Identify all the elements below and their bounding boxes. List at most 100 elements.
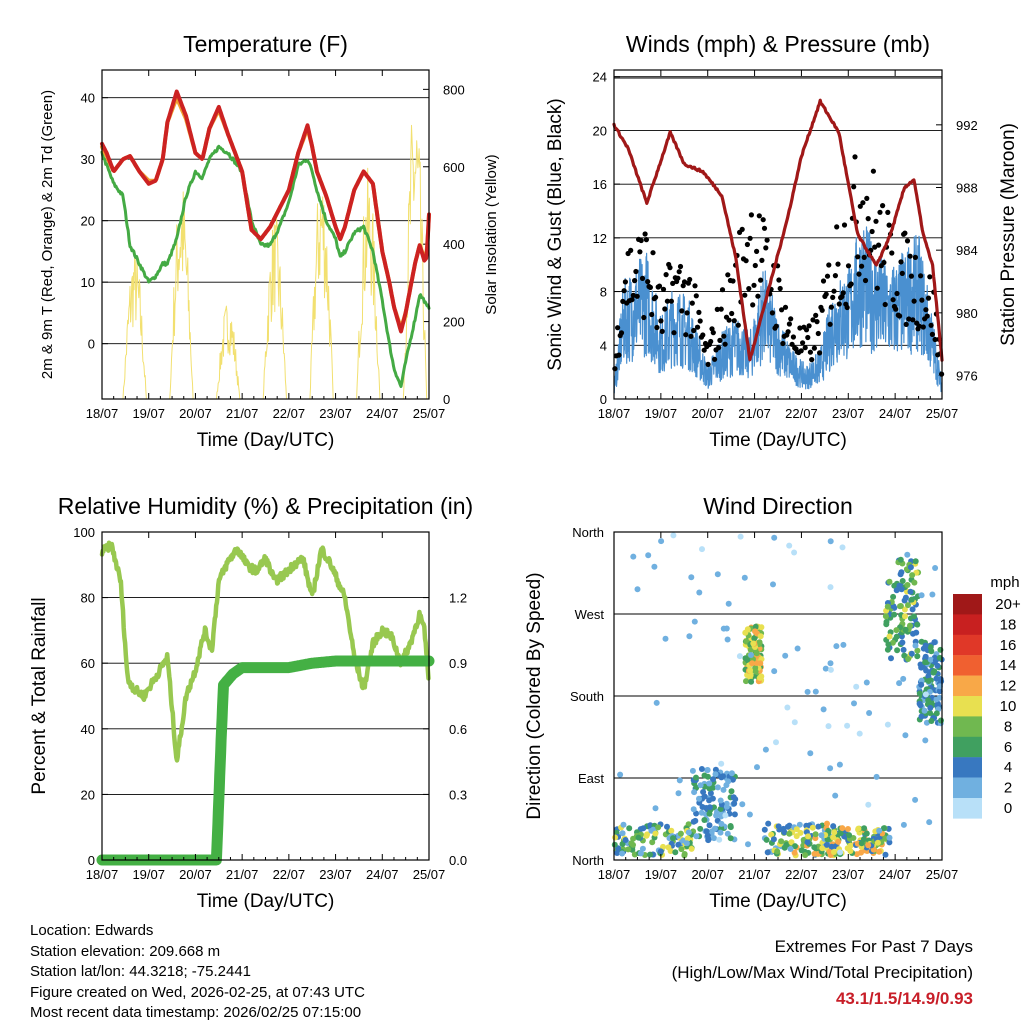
gust-point	[746, 286, 752, 292]
gust-point	[890, 297, 896, 303]
gust-point	[705, 361, 711, 367]
direction-point	[830, 823, 837, 830]
wind-y-tick-label: 4	[600, 338, 607, 353]
gust-point	[752, 262, 758, 269]
colorbar-title: mph	[990, 574, 1019, 591]
direction-point	[890, 593, 897, 600]
gust-point	[735, 322, 741, 328]
temp-y2-tick-label: 600	[443, 160, 465, 175]
rh-chart-title: Relative Humidity (%) & Precipitation (i…	[58, 493, 473, 519]
direction-point	[752, 628, 758, 635]
rh-plot-frame	[101, 531, 430, 861]
wind-x-tick-label: 24/07	[879, 406, 912, 421]
direction-point	[750, 640, 757, 647]
colorbar-box	[953, 757, 982, 778]
direction-point	[886, 633, 893, 640]
direction-point	[758, 624, 765, 631]
direction-point	[905, 602, 911, 609]
gust-point	[701, 347, 707, 353]
direction-point	[635, 834, 642, 841]
direction-point	[839, 544, 846, 551]
direction-point	[907, 564, 914, 571]
gust-point	[908, 273, 915, 279]
gust-point	[612, 366, 618, 372]
gust-point	[618, 330, 625, 336]
direction-point	[897, 571, 904, 578]
direction-point	[897, 603, 903, 610]
direction-point	[863, 679, 870, 686]
direction-point	[882, 851, 889, 858]
direction-point	[880, 825, 887, 832]
dir-x-tick-label: 23/07	[832, 867, 865, 882]
gust-point	[929, 331, 936, 337]
direction-point	[927, 644, 934, 651]
direction-point	[660, 843, 666, 850]
wind-y-tick-label: 24	[593, 70, 607, 85]
direction-point	[693, 774, 699, 781]
gust-point	[889, 250, 895, 256]
direction-point	[827, 765, 834, 772]
direction-point	[704, 767, 711, 774]
direction-point	[916, 690, 923, 697]
gust-point	[616, 352, 622, 358]
direction-point	[645, 552, 652, 559]
direction-point	[728, 770, 735, 777]
gust-point	[729, 310, 735, 317]
direction-point	[701, 817, 708, 823]
gust-point	[932, 336, 938, 343]
gust-point	[643, 237, 650, 243]
rh-x-tick-label: 24/07	[366, 867, 399, 882]
direction-point	[909, 572, 916, 579]
gust-point	[836, 301, 842, 307]
gust-point	[806, 323, 812, 329]
gust-point	[659, 328, 665, 334]
direction-point	[922, 691, 929, 698]
temp-x-tick-label: 24/07	[366, 406, 399, 421]
direction-point	[625, 846, 632, 853]
gust-point	[620, 298, 626, 304]
direction-point	[934, 662, 941, 669]
rh-y-tick-label: 0	[88, 853, 95, 868]
direction-point	[722, 812, 729, 819]
gust-point	[638, 237, 644, 244]
gust-point	[928, 322, 934, 328]
direction-point	[617, 771, 624, 778]
gust-point	[823, 291, 829, 297]
temp-x-tick-label: 22/07	[273, 406, 306, 421]
wind-x-tick-label: 23/07	[832, 406, 865, 421]
direction-point	[727, 823, 734, 829]
gust-point	[693, 293, 699, 299]
direction-point	[696, 795, 702, 802]
direction-point	[888, 655, 894, 662]
gust-point	[621, 288, 627, 294]
rh-x-tick-label: 20/07	[179, 867, 212, 882]
gust-point	[899, 270, 905, 276]
rh-x-tick-label: 23/07	[319, 867, 352, 882]
direction-point	[691, 789, 698, 796]
direction-point	[704, 773, 711, 780]
direction-point	[688, 574, 695, 581]
direction-point	[907, 622, 913, 629]
direction-point	[620, 821, 627, 828]
direction-point	[747, 667, 753, 674]
wind-x-tick-label: 21/07	[738, 406, 771, 421]
direction-point	[649, 839, 656, 846]
direction-point	[907, 588, 914, 595]
direction-point	[720, 786, 727, 793]
gust-point	[776, 277, 782, 283]
direction-point	[681, 851, 688, 857]
gust-point	[861, 254, 867, 260]
station-location: Location: Edwards	[30, 922, 154, 939]
direction-point	[684, 835, 691, 842]
direction-point	[794, 645, 801, 652]
wind-y2-tick-label: 984	[956, 243, 978, 258]
direction-point	[811, 844, 818, 851]
gust-point	[634, 293, 640, 299]
direction-point	[686, 633, 693, 640]
direction-point	[886, 578, 893, 585]
direction-point	[922, 642, 929, 649]
gust-point	[916, 323, 922, 329]
direction-point	[893, 627, 900, 634]
direction-point	[908, 650, 915, 657]
direction-point	[714, 784, 721, 791]
